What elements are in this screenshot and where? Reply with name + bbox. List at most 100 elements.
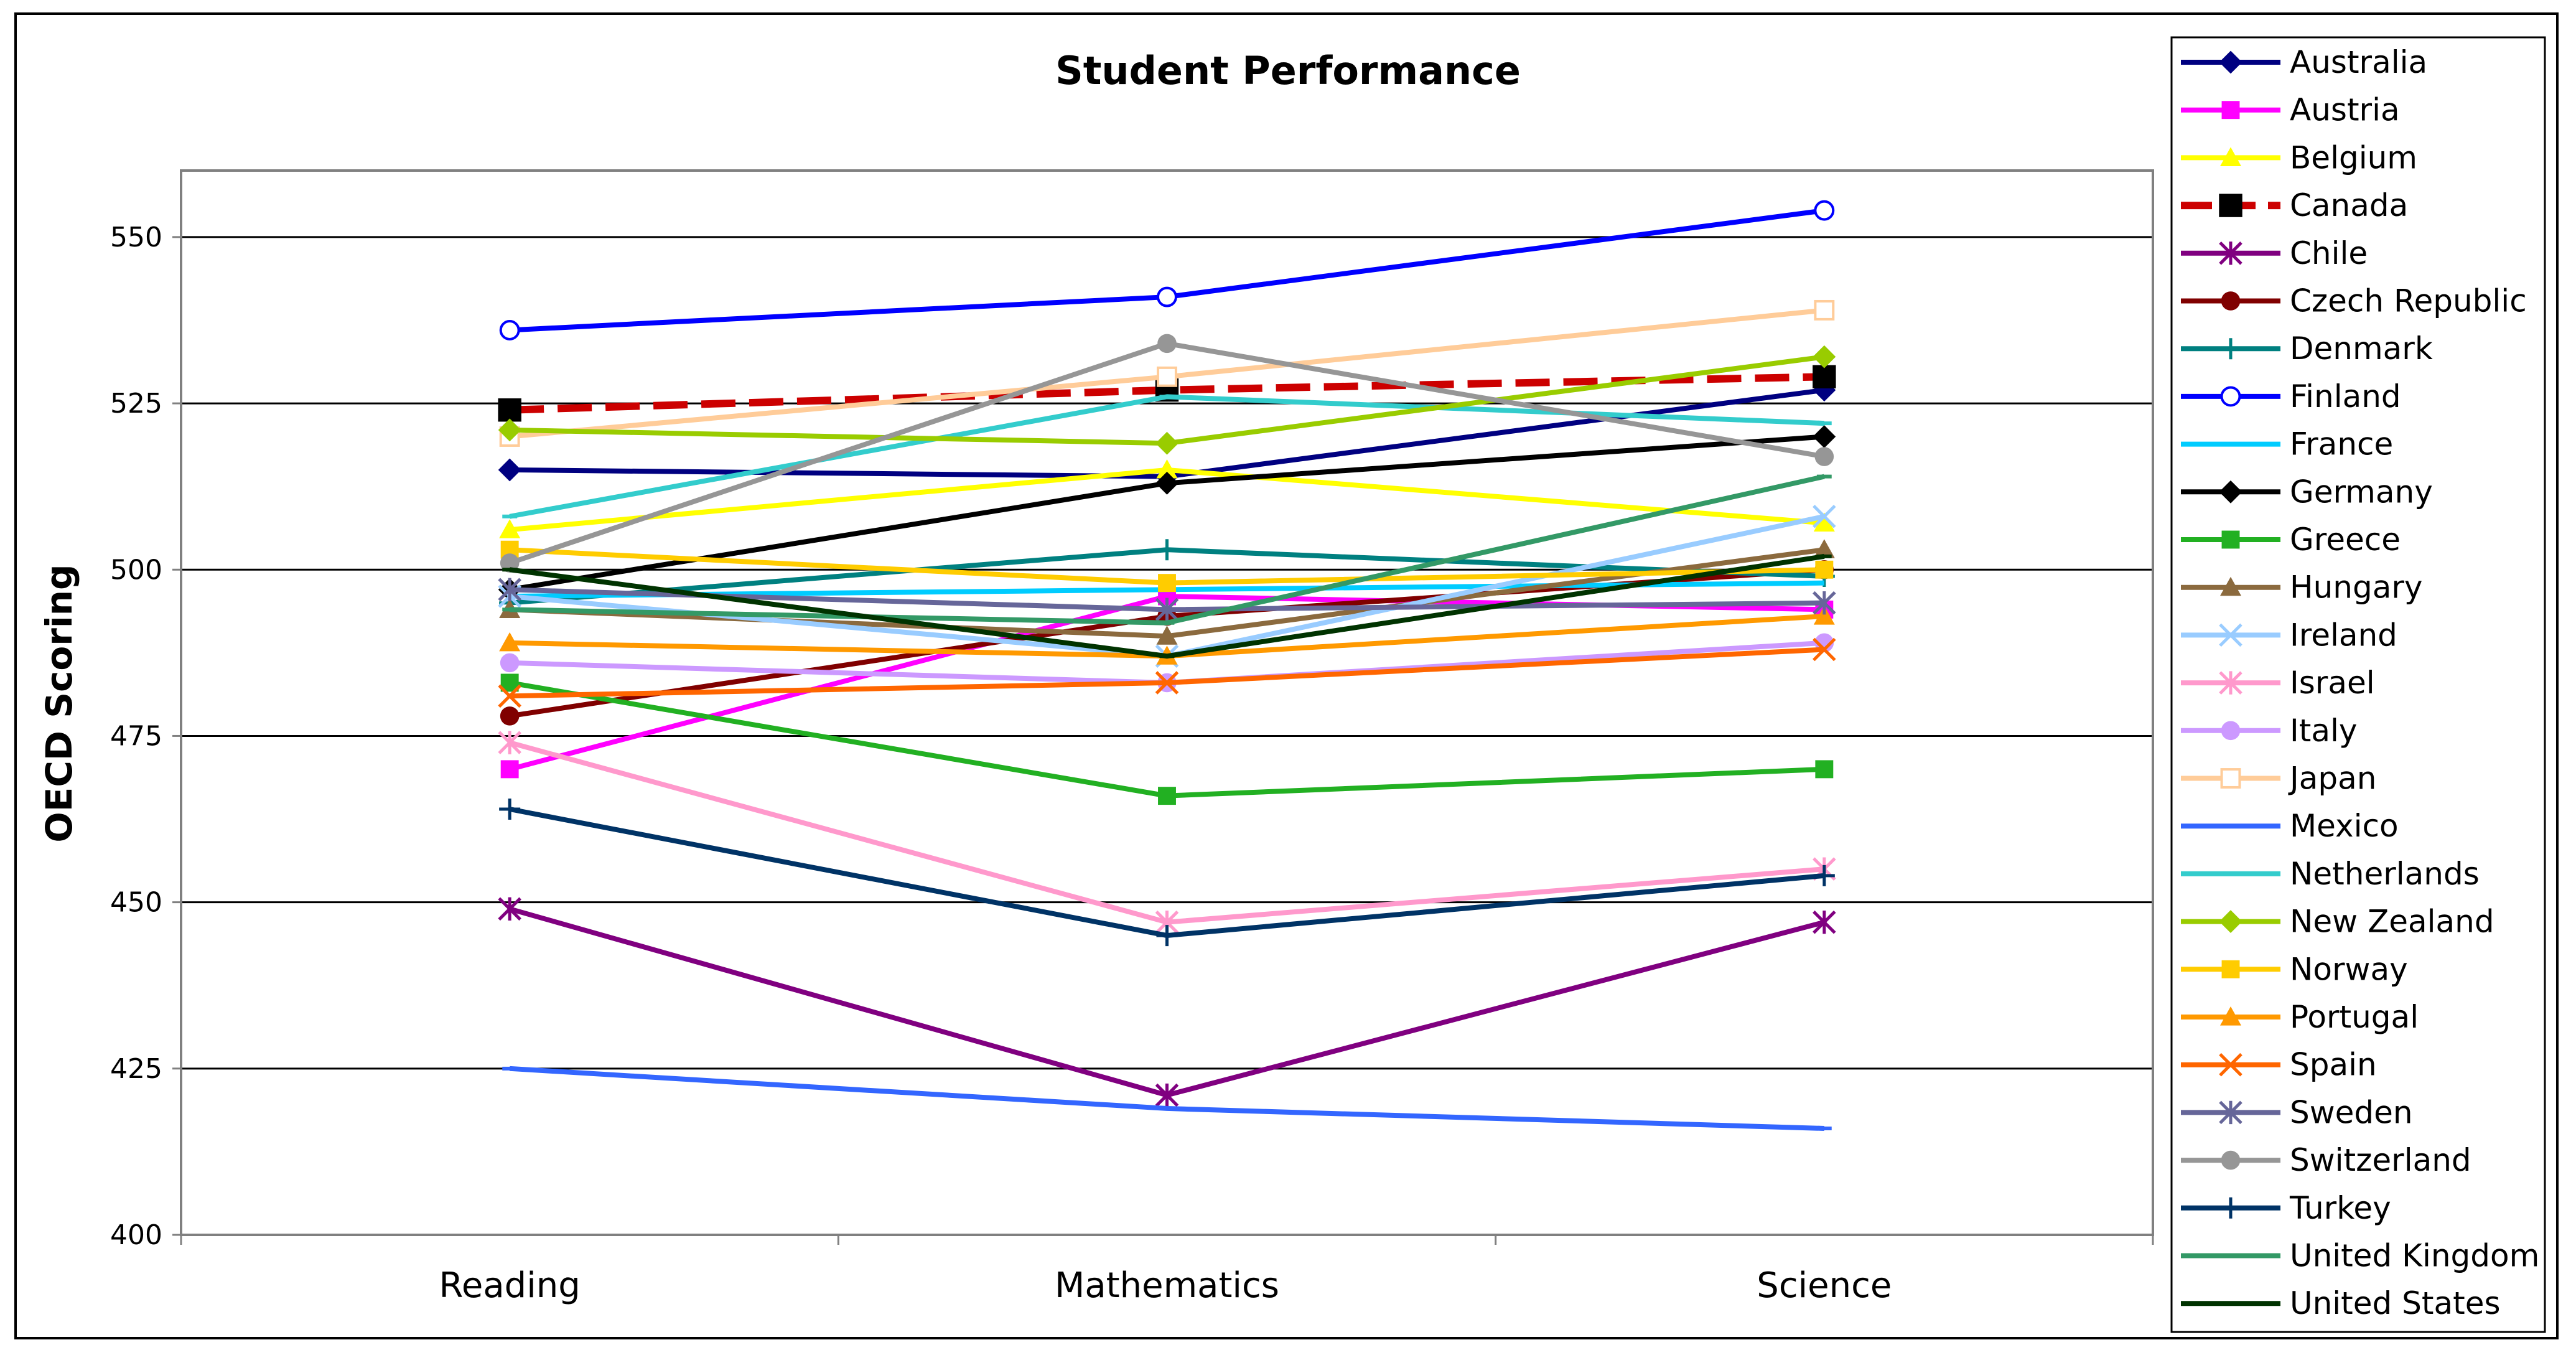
series-netherlands: [502, 394, 1832, 519]
legend-label-austria: Austria: [2290, 92, 2400, 128]
legend-label-new-zealand: New Zealand: [2290, 904, 2494, 940]
data-point-portugal: [499, 632, 521, 652]
legend-label-united-kingdom: United Kingdom: [2290, 1238, 2539, 1274]
legend-label-france: France: [2290, 426, 2393, 462]
legend-marker-austria: [2221, 101, 2240, 120]
legend-label-japan: Japan: [2288, 761, 2376, 797]
legend-item-canada: Canada: [2181, 187, 2408, 223]
legend-item-netherlands: Netherlands: [2181, 856, 2480, 892]
data-point-australia: [498, 458, 521, 482]
legend-label-portugal: Portugal: [2290, 999, 2419, 1035]
legend-item-austria: Austria: [2181, 92, 2400, 128]
data-point-spain: [1813, 637, 1836, 662]
chart-title: Student Performance: [1055, 48, 1521, 93]
legend-item-finland: Finland: [2181, 378, 2401, 415]
legend-label-ireland: Ireland: [2290, 617, 2397, 653]
legend-marker-spain: [2219, 1052, 2242, 1077]
legend-label-chile: Chile: [2290, 235, 2368, 271]
y-tick-label: 550: [110, 222, 162, 253]
data-point-greece: [1815, 760, 1834, 779]
data-point-turkey: [1156, 925, 1178, 947]
y-tick-label: 425: [110, 1053, 162, 1085]
legend-item-belgium: Belgium: [2181, 139, 2417, 176]
series-switzerland: [500, 334, 1834, 573]
x-tick-label: Reading: [439, 1265, 581, 1306]
legend-marker-italy: [2221, 721, 2241, 741]
legend-marker-new-zealand: [2219, 910, 2242, 934]
data-point-hungary: [1813, 539, 1835, 558]
data-point-belgium: [1813, 512, 1835, 532]
legend-item-portugal: Portugal: [2181, 999, 2419, 1035]
legend-label-hungary: Hungary: [2290, 570, 2423, 606]
legend-item-australia: Australia: [2181, 44, 2427, 80]
x-tick-label: Science: [1757, 1265, 1892, 1306]
data-point-turkey: [499, 799, 521, 820]
legend-marker-australia: [2219, 50, 2242, 74]
data-point-finland: [1814, 200, 1835, 221]
data-point-chile: [498, 897, 521, 921]
legend-marker-greece: [2221, 530, 2240, 549]
legend-marker-czech-republic: [2221, 291, 2241, 311]
legend-label-italy: Italy: [2290, 713, 2357, 749]
legend-item-israel: Israel: [2181, 665, 2375, 701]
data-point-turkey: [1813, 865, 1835, 886]
series-japan: [499, 299, 1835, 447]
data-point-japan: [1814, 299, 1835, 321]
data-point-chile: [1813, 910, 1836, 934]
legend-label-australia: Australia: [2290, 44, 2427, 80]
legend-marker-finland: [2220, 386, 2241, 407]
series-mexico: [502, 1066, 1832, 1131]
data-point-austria: [500, 760, 519, 779]
data-point-japan: [1157, 366, 1177, 387]
legend-marker-norway: [2221, 960, 2240, 978]
data-point-new-zealand: [1813, 345, 1836, 368]
legend-marker-ireland: [2219, 623, 2242, 647]
legend-item-ireland: Ireland: [2181, 617, 2397, 653]
data-point-finland: [499, 320, 520, 340]
legend-item-czech-republic: Czech Republic: [2181, 283, 2527, 319]
legend-label-switzerland: Switzerland: [2290, 1142, 2471, 1178]
series-norway: [500, 540, 1834, 593]
series-chile: [498, 897, 1836, 1107]
legend-item-france: France: [2181, 426, 2393, 462]
series-turkey: [499, 799, 1835, 947]
data-point-canada: [1813, 365, 1836, 389]
data-point-italy: [500, 653, 520, 673]
x-tick-label: Mathematics: [1055, 1265, 1279, 1306]
series-spain: [498, 637, 1836, 708]
data-point-israel: [498, 731, 521, 754]
plot-area: [180, 169, 2154, 1236]
legend-item-new-zealand: New Zealand: [2181, 904, 2494, 940]
data-point-switzerland: [500, 553, 520, 573]
y-tick-label: 450: [110, 887, 162, 919]
legend-item-germany: Germany: [2181, 474, 2433, 510]
data-point-belgium: [499, 519, 521, 538]
y-tick-label: 400: [110, 1219, 162, 1251]
legend-label-czech-republic: Czech Republic: [2290, 283, 2527, 319]
legend-marker-hungary: [2220, 576, 2241, 596]
data-point-portugal: [1813, 606, 1835, 625]
legend-item-greece: Greece: [2181, 522, 2401, 558]
legend-item-japan: Japan: [2181, 761, 2376, 797]
data-point-czech-republic: [500, 706, 520, 726]
series-finland: [499, 200, 1835, 340]
data-point-belgium: [1156, 459, 1178, 479]
legend-marker-japan: [2220, 768, 2241, 789]
legend-marker-turkey: [2220, 1197, 2241, 1219]
legend-item-switzerland: Switzerland: [2181, 1142, 2471, 1178]
y-tick-label: 500: [110, 554, 162, 586]
legend-item-denmark: Denmark: [2181, 330, 2433, 367]
legend-marker-israel: [2219, 671, 2242, 695]
legend-item-mexico: Mexico: [2181, 808, 2399, 844]
legend-label-greece: Greece: [2290, 522, 2401, 558]
legend-item-chile: Chile: [2181, 235, 2368, 271]
legend-label-spain: Spain: [2290, 1047, 2377, 1083]
legend-marker-belgium: [2220, 147, 2241, 166]
data-point-switzerland: [1157, 334, 1177, 354]
legend-label-turkey: Turkey: [2289, 1190, 2391, 1226]
data-point-spain: [1155, 671, 1179, 695]
data-point-sweden: [498, 578, 521, 602]
data-point-norway: [1815, 560, 1834, 579]
